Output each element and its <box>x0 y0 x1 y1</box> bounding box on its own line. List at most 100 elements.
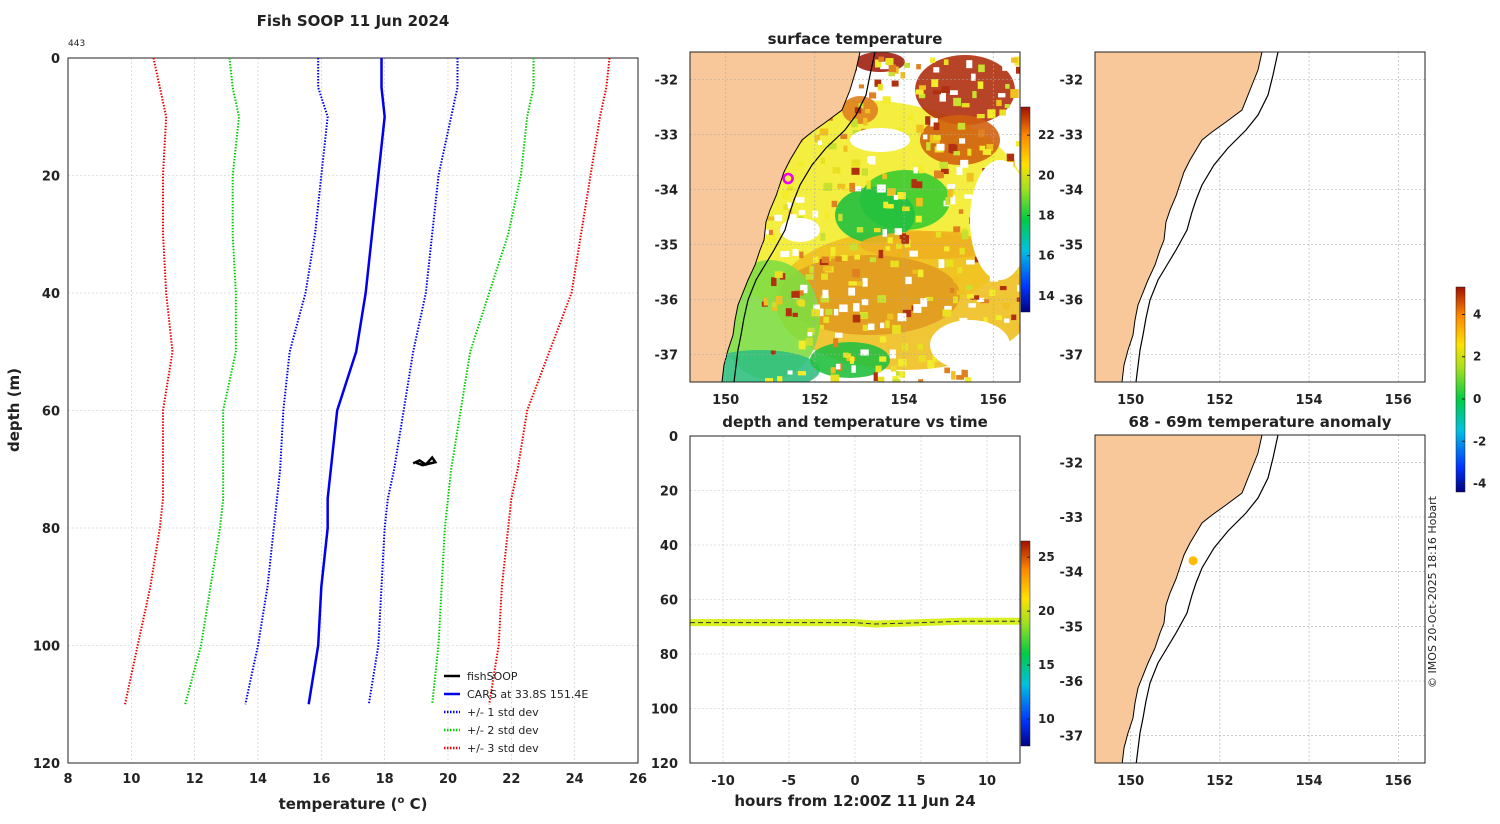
sst-pixel <box>932 90 941 95</box>
sst-pixel <box>918 164 924 174</box>
sst-pixel <box>830 247 836 256</box>
sst-pixel <box>848 281 857 286</box>
sst-pixel <box>887 237 893 244</box>
sst-pixel <box>950 195 956 205</box>
sst-pixel <box>876 184 886 193</box>
profile-ytick-label: 60 <box>42 405 60 420</box>
depth-time-xtick-label: 5 <box>916 774 925 789</box>
sst-pixel <box>944 305 952 311</box>
sst-pixel <box>863 117 868 126</box>
sst-pixel <box>947 189 953 198</box>
sst-pixel <box>888 64 897 73</box>
depth-time-grid <box>690 435 1020 764</box>
sst-pixel <box>999 109 1006 116</box>
sst-xtick-label: 152 <box>801 393 828 408</box>
sst-pixel <box>822 289 829 298</box>
sst-pixel <box>939 92 947 102</box>
sst-pixel <box>911 179 917 188</box>
sst-pixel <box>936 143 945 151</box>
sst-pixel <box>967 148 972 156</box>
depth-time-colorbar <box>1020 540 1031 747</box>
sst-pixel <box>1017 324 1020 332</box>
sst-pixel <box>874 59 882 68</box>
sst-pixel <box>895 127 904 133</box>
sst-pixel <box>930 57 936 63</box>
sst-pixel <box>811 309 821 317</box>
profile-ylabel: depth (m) <box>5 368 23 452</box>
profile-xtick-label: 20 <box>439 772 457 787</box>
profile-series-line <box>184 57 241 705</box>
sst-pixel <box>982 149 992 155</box>
sst-ytick-label: -36 <box>655 294 679 309</box>
sst-pixel <box>1015 141 1020 147</box>
sst-pixel <box>858 84 865 89</box>
sst-pixel <box>909 250 918 257</box>
sst-pixel <box>892 379 901 382</box>
sst-colorbar-ticks: 14 16 18 20 22 <box>1027 128 1055 303</box>
sst-pixel <box>814 134 820 143</box>
sst-pixel <box>851 167 860 175</box>
sst-pixel <box>964 377 972 382</box>
sst-pixel <box>807 327 816 335</box>
sst-pixel <box>925 296 934 301</box>
sst-pixel <box>775 296 783 305</box>
sst-pixel <box>998 93 1006 98</box>
sst-pixel <box>897 192 906 200</box>
sst-pixel <box>961 103 970 108</box>
sst-pixel <box>825 308 833 316</box>
depth-time-title: depth and temperature vs time <box>722 413 988 431</box>
sst-pixel <box>819 128 829 136</box>
anomaly-point <box>1188 556 1198 566</box>
sst-pixel <box>907 115 913 120</box>
profile-series-line <box>244 58 329 705</box>
profile-chart: Fish SOOP 11 Jun 2024 443 8 10 12 14 16 18 20 2… <box>5 12 647 813</box>
sst-pixel <box>869 257 876 263</box>
sst-pixel <box>892 324 901 334</box>
profile-series-line <box>488 57 611 705</box>
anomaly-xtick-label: 156 <box>1385 774 1412 789</box>
sst-pixel <box>957 122 966 130</box>
sst-colorbar-tick-label: 14 <box>1038 289 1055 303</box>
sst-pixel <box>774 271 783 278</box>
sst-colorbar-tick-label: 20 <box>1038 168 1055 182</box>
depth-time-track <box>690 617 1020 628</box>
sst-pixel <box>809 265 814 274</box>
sst-pixel <box>798 298 803 307</box>
depth-time-xtick-label: -10 <box>711 774 735 789</box>
sst-pixel <box>965 285 973 290</box>
sst-pixel <box>938 259 945 269</box>
sst-pixel <box>849 356 855 364</box>
sst-pixel <box>999 366 1005 373</box>
legend-label: +/- 2 std dev <box>467 724 539 737</box>
sst-pixel <box>912 269 917 274</box>
sst-pixel <box>1010 89 1019 98</box>
sst-pixel <box>768 229 774 237</box>
depth-time-colorbar-tick-label: 10 <box>1038 712 1055 726</box>
sst-pixel <box>961 369 968 378</box>
sst-cloud-gap <box>930 320 1010 370</box>
sst-pixel <box>933 67 940 73</box>
sst-patch <box>915 55 1015 125</box>
sst-pixel <box>831 200 838 208</box>
sst-ytick-label: -34 <box>655 184 679 199</box>
sst-pixel <box>895 243 902 249</box>
profile-ytick-label: 20 <box>42 170 60 185</box>
sst-pixel <box>877 295 887 303</box>
profile-ytick-label: 80 <box>42 522 60 537</box>
profile-legend: fishSOOP CARS at 33.8S 151.4E +/- 1 std de… <box>444 670 588 755</box>
sst-pixel <box>783 204 788 210</box>
anomaly-ytick-label: -37 <box>1060 730 1084 745</box>
sst-pixel <box>940 168 949 175</box>
anomaly-colorbar-ticks: -4 -2 0 2 4 <box>1462 307 1486 491</box>
top-right-ytick-label: -37 <box>1060 349 1084 364</box>
top-right-map: 150 152 154 156 -32 -33 -34 -35 -36 -37 -4 -2 0 2 4 <box>1060 51 1486 493</box>
sst-pixel <box>820 157 826 164</box>
sst-pixel <box>931 79 939 88</box>
sst-pixel <box>880 61 889 70</box>
top-right-land <box>1095 52 1263 382</box>
anomaly-ticks: 150 152 154 156 -32 -33 -34 -35 -36 -37 <box>1060 456 1412 789</box>
sst-pixel <box>966 259 975 265</box>
depth-time-xtick-label: 10 <box>978 774 996 789</box>
profile-xtick-label: 24 <box>566 772 584 787</box>
